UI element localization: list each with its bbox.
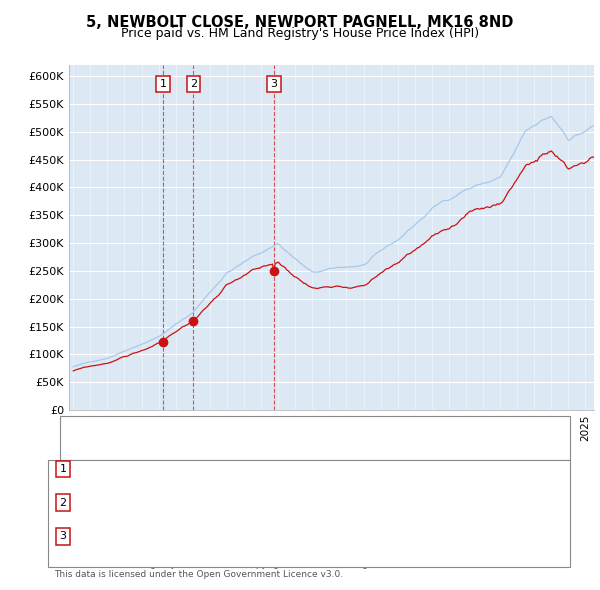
Text: 10% ↓ HPI: 10% ↓ HPI	[331, 498, 389, 507]
Text: 16-JAN-2002: 16-JAN-2002	[100, 498, 170, 507]
Text: 2: 2	[190, 79, 197, 89]
Text: 1: 1	[59, 464, 67, 474]
Text: —: —	[69, 441, 85, 456]
Text: £160,000: £160,000	[232, 498, 284, 507]
Text: 5, NEWBOLT CLOSE, NEWPORT PAGNELL, MK16 8ND: 5, NEWBOLT CLOSE, NEWPORT PAGNELL, MK16 …	[86, 15, 514, 30]
Text: Price paid vs. HM Land Registry's House Price Index (HPI): Price paid vs. HM Land Registry's House …	[121, 27, 479, 40]
Text: 2: 2	[59, 498, 67, 507]
Text: Contains HM Land Registry data © Crown copyright and database right 2024.
This d: Contains HM Land Registry data © Crown c…	[54, 560, 406, 579]
Text: £249,995: £249,995	[232, 532, 284, 541]
Text: 5, NEWBOLT CLOSE, NEWPORT PAGNELL, MK16 8ND (detached house): 5, NEWBOLT CLOSE, NEWPORT PAGNELL, MK16 …	[87, 423, 452, 432]
Text: 3: 3	[271, 79, 278, 89]
Text: HPI: Average price, detached house, Milton Keynes: HPI: Average price, detached house, Milt…	[87, 444, 352, 453]
Text: 5% ↓ HPI: 5% ↓ HPI	[334, 464, 386, 474]
Text: —: —	[69, 420, 85, 435]
Text: 31-MAR-2000: 31-MAR-2000	[98, 464, 172, 474]
Text: 06-OCT-2006: 06-OCT-2006	[98, 532, 172, 541]
Text: 3: 3	[59, 532, 67, 541]
Text: 8% ↓ HPI: 8% ↓ HPI	[334, 532, 386, 541]
Text: 1: 1	[160, 79, 166, 89]
Text: £122,995: £122,995	[232, 464, 284, 474]
